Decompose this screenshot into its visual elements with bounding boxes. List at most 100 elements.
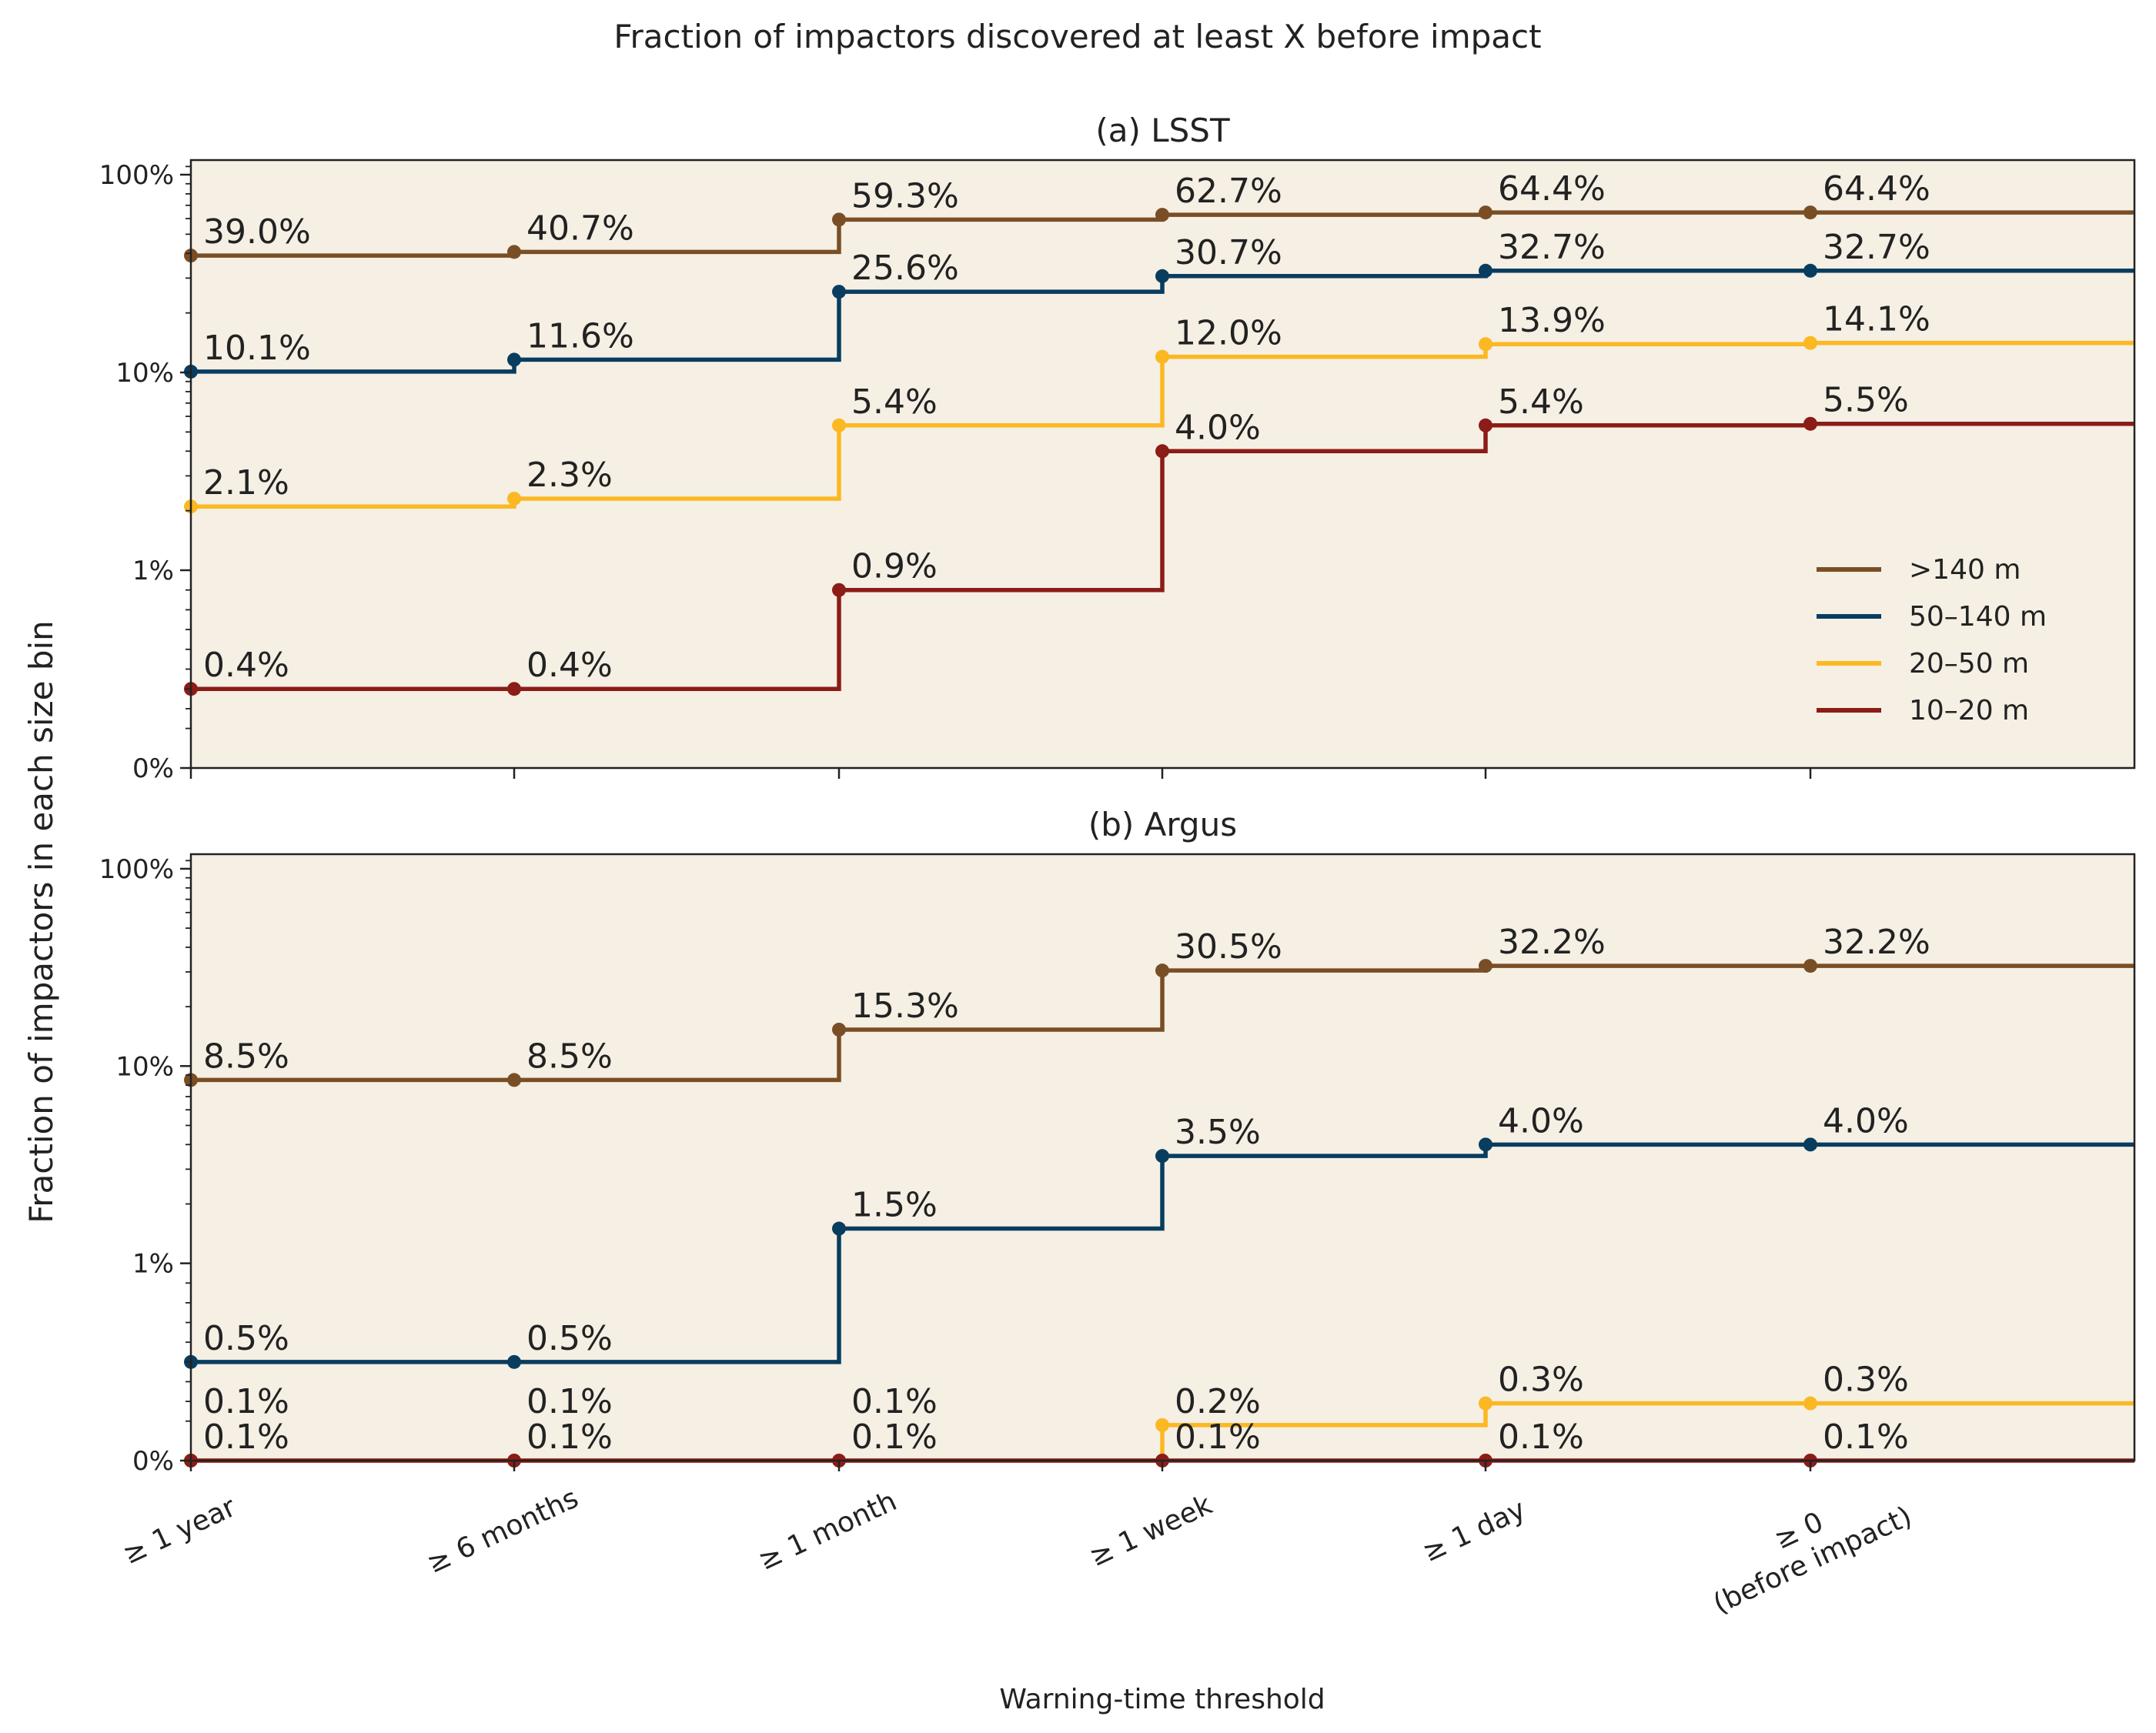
data-point <box>832 583 846 597</box>
data-label: 11.6% <box>526 316 634 356</box>
data-label: 30.5% <box>1175 927 1282 967</box>
x-axis-label: Warning-time threshold <box>999 1684 1325 1715</box>
x-tick-label: ≥ 0(before impact) <box>1695 1471 1917 1620</box>
data-point <box>1479 418 1492 432</box>
data-point <box>1479 1137 1492 1152</box>
data-point <box>832 285 846 299</box>
data-label: 32.7% <box>1498 228 1606 267</box>
data-label: 30.7% <box>1175 233 1282 272</box>
data-point <box>1803 336 1817 350</box>
legend-label: 20–50 m <box>1909 648 2029 680</box>
data-point <box>1155 1417 1169 1432</box>
data-label: 0.4% <box>526 646 613 685</box>
data-label: 5.5% <box>1823 381 1909 420</box>
data-point <box>507 1073 521 1087</box>
data-label: 4.0% <box>1175 408 1261 447</box>
data-label: 64.4% <box>1498 169 1606 209</box>
data-label: 8.5% <box>203 1037 289 1076</box>
data-label: 8.5% <box>526 1037 613 1076</box>
data-point <box>1155 444 1169 459</box>
figure-title: Fraction of impactors discovered at leas… <box>613 18 1541 55</box>
data-point <box>832 1022 846 1037</box>
data-label: 0.1% <box>1823 1417 1909 1457</box>
data-label: 0.3% <box>1498 1361 1584 1400</box>
y-axis-label: Fraction of impactors in each size bin <box>22 620 60 1224</box>
legend-label: 50–140 m <box>1909 601 2047 633</box>
data-label: 0.9% <box>851 547 938 586</box>
data-label: 5.4% <box>1498 382 1584 422</box>
data-label: 15.3% <box>851 987 959 1026</box>
data-point <box>1479 263 1492 278</box>
data-point <box>507 492 521 506</box>
y-tick-label: 10% <box>115 358 174 389</box>
y-tick-label: 10% <box>115 1051 174 1082</box>
data-label: 0.5% <box>526 1319 613 1358</box>
legend-label: >140 m <box>1909 554 2021 586</box>
y-tick-label: 1% <box>132 556 174 586</box>
data-label: 0.1% <box>851 1417 938 1457</box>
data-label: 2.3% <box>526 456 613 495</box>
data-point <box>1803 416 1817 431</box>
data-point <box>1155 349 1169 364</box>
data-label: 0.4% <box>203 646 289 685</box>
data-label: 0.2% <box>1175 1382 1261 1421</box>
data-label: 0.1% <box>526 1417 613 1457</box>
panel-title: (a) LSST <box>1095 112 1230 149</box>
data-label: 4.0% <box>1498 1101 1584 1140</box>
data-point <box>1155 1149 1169 1164</box>
data-label: 3.5% <box>1175 1113 1261 1152</box>
data-point <box>1803 263 1817 278</box>
series-line <box>191 963 2134 1083</box>
y-tick-label: 100% <box>99 854 174 885</box>
data-point <box>1155 208 1169 222</box>
data-label: 64.4% <box>1823 169 1930 209</box>
data-label: 0.5% <box>203 1319 289 1358</box>
panel-argus: (b) Argus 8.5% 8.5% 15.3% 30.5% 32.2% 32.2% 0.5… <box>99 806 2136 1620</box>
data-label: 12.0% <box>1175 314 1282 353</box>
y-tick-label: 0% <box>132 753 174 784</box>
data-point <box>507 245 521 259</box>
data-label: 0.1% <box>526 1382 613 1421</box>
data-point <box>1479 337 1492 352</box>
data-label: 25.6% <box>851 249 959 288</box>
data-label: 14.1% <box>1823 300 1930 339</box>
data-label: 1.5% <box>851 1186 938 1225</box>
data-point <box>1803 1137 1817 1152</box>
data-point <box>1803 205 1817 220</box>
series-line <box>191 1142 2134 1364</box>
legend-label: 10–20 m <box>1909 695 2029 726</box>
panel-title: (b) Argus <box>1088 806 1237 843</box>
data-label: 32.2% <box>1498 923 1606 962</box>
data-label: 0.1% <box>851 1382 938 1421</box>
data-label: 0.3% <box>1823 1361 1909 1400</box>
y-tick-label: 1% <box>132 1249 174 1280</box>
data-point <box>1479 959 1492 973</box>
panel-lsst: (a) LSST 39.0% 40.7% 59.3% 62.7% 64.4% 64.4% 10… <box>99 112 2136 784</box>
data-label: 0.1% <box>1498 1417 1584 1457</box>
data-label: 0.1% <box>203 1417 289 1457</box>
data-point <box>1803 1396 1817 1411</box>
data-point <box>1479 1396 1492 1411</box>
data-label: 10.1% <box>203 329 311 368</box>
data-label: 59.3% <box>851 176 959 215</box>
y-tick-label: 0% <box>132 1446 174 1477</box>
data-label: 5.4% <box>851 382 938 422</box>
data-point <box>832 1221 846 1236</box>
x-tick-label: ≥ 1 year <box>119 1491 241 1571</box>
data-point <box>1155 269 1169 283</box>
data-point <box>832 212 846 227</box>
data-label: 0.1% <box>1175 1417 1261 1457</box>
x-tick-label: ≥ 1 month <box>754 1485 901 1577</box>
data-label: 32.2% <box>1823 923 1930 962</box>
data-label: 62.7% <box>1175 172 1282 211</box>
data-point <box>832 418 846 432</box>
data-point <box>1803 959 1817 973</box>
data-point <box>507 682 521 696</box>
x-tick-label: ≥ 1 day <box>1418 1494 1530 1568</box>
data-label: 0.1% <box>203 1382 289 1421</box>
data-point <box>507 352 521 367</box>
data-label: 40.7% <box>526 209 634 248</box>
y-tick-label: 100% <box>99 160 174 191</box>
data-label: 4.0% <box>1823 1101 1909 1140</box>
